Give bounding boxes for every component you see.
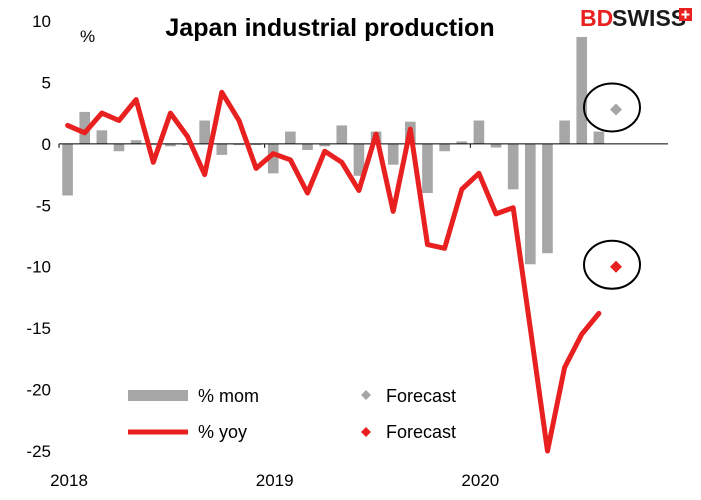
bar-mom	[542, 143, 553, 254]
y-tick-label: 5	[42, 73, 51, 92]
bar-mom	[439, 143, 450, 152]
logo: BD SWISS	[580, 5, 692, 31]
forecast-marker-yoy	[610, 260, 623, 273]
bar-mom	[165, 143, 176, 147]
yoy-line	[65, 89, 602, 454]
bar-mom	[319, 143, 330, 147]
bar-mom	[507, 143, 519, 190]
y-tick-label: -15	[26, 319, 51, 338]
y-tick-label: 10	[32, 12, 51, 31]
bar-mom	[387, 143, 399, 165]
legend-label-mom: % mom	[198, 386, 259, 406]
bar-mom	[96, 130, 108, 144]
forecast-marker-mom	[610, 103, 623, 116]
bar-mom	[62, 143, 73, 196]
x-tick-label: 2020	[461, 471, 499, 490]
bar-mom	[576, 36, 588, 144]
bar-mom	[267, 143, 279, 174]
bar-mom	[490, 143, 502, 148]
bar-mom	[559, 120, 570, 144]
forecast-circle	[583, 239, 642, 290]
bar-mom	[456, 141, 468, 144]
bar-mom	[302, 143, 313, 150]
bar-mom	[130, 140, 142, 144]
legend-label-yoy-forecast: Forecast	[386, 422, 456, 442]
bar-mom	[353, 143, 365, 176]
y-tick-label: -5	[36, 196, 51, 215]
legend: % mom % yoy Forecast Forecast	[128, 386, 456, 442]
mom-bars	[62, 36, 605, 265]
bar-mom	[336, 125, 348, 144]
y-tick-label: -20	[26, 381, 51, 400]
bar-mom	[216, 143, 228, 155]
y-tick-label: -10	[26, 258, 51, 277]
legend-marker-yoy-forecast	[361, 427, 371, 437]
legend-label-yoy: % yoy	[198, 422, 247, 442]
bar-mom	[199, 120, 210, 144]
bar-mom	[182, 143, 193, 146]
forecast-markers	[583, 82, 642, 290]
bar-mom	[473, 120, 485, 144]
legend-label-mom-forecast: Forecast	[386, 386, 456, 406]
logo-cross-icon	[681, 10, 690, 19]
x-tick-label: 2018	[50, 471, 88, 490]
legend-swatch-mom	[128, 390, 188, 401]
bar-mom	[285, 131, 296, 144]
forecast-circle	[583, 82, 642, 133]
bar-mom	[233, 143, 245, 146]
bar-mom	[525, 143, 536, 265]
bar-mom	[113, 143, 125, 152]
y-axis-ticks: 10 5 0 -5 -10 -15 -20 -25	[26, 12, 51, 461]
legend-marker-mom-forecast	[361, 390, 371, 400]
bar-mom	[422, 143, 433, 193]
y-tick-label: 0	[42, 135, 51, 154]
bar-mom	[593, 131, 605, 144]
chart-title: Japan industrial production	[165, 14, 494, 42]
bar-mom	[79, 111, 91, 144]
logo-swiss: SWISS	[612, 5, 686, 31]
bar-mom	[147, 143, 159, 146]
y-tick-label: -25	[26, 442, 51, 461]
x-tick-label: 2019	[256, 471, 294, 490]
logo-bd: BD	[580, 5, 613, 31]
y-unit-label: %	[80, 27, 95, 46]
bar-mom	[250, 143, 262, 146]
x-axis-ticks: 2018 2019 2020	[50, 143, 499, 490]
